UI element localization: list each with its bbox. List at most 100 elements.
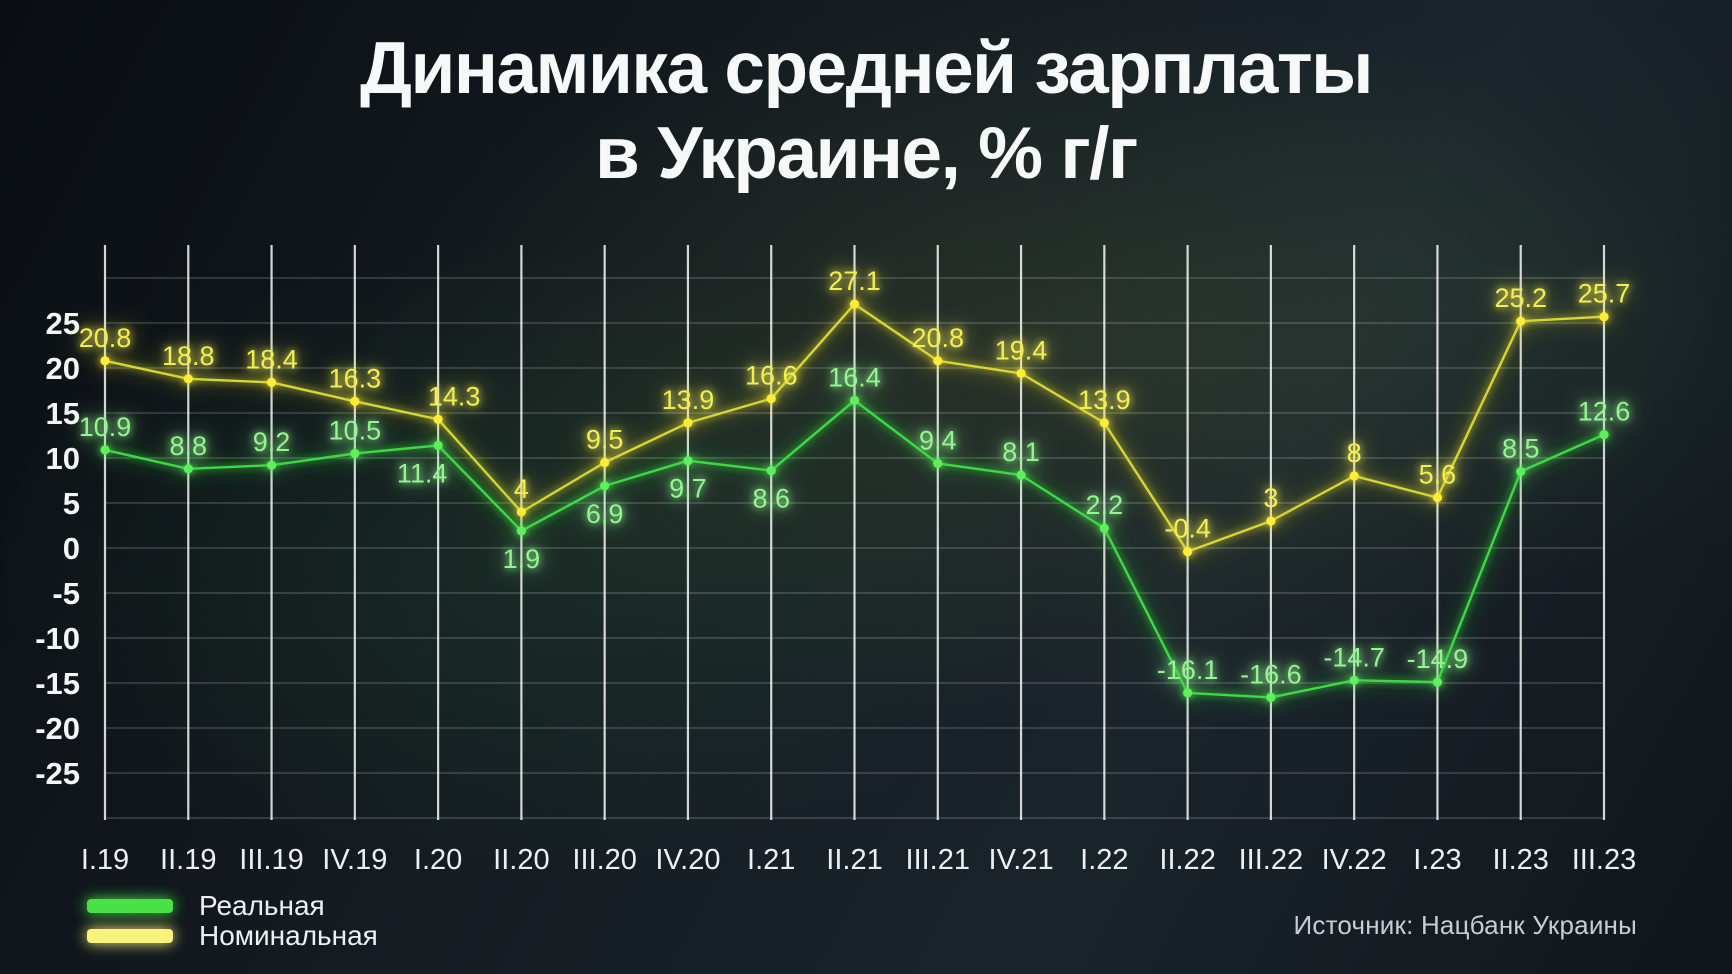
data-label: 9.4: [919, 425, 957, 455]
data-label: -16.1: [1157, 655, 1219, 685]
x-tick-label: I.20: [414, 844, 462, 876]
data-label: 27.1: [828, 266, 881, 296]
x-tick-label: III.20: [572, 844, 637, 876]
data-point: [1183, 688, 1193, 698]
data-point: [183, 464, 193, 474]
x-tick-label: I.19: [81, 844, 129, 876]
chart-title-line1: Динамика средней зарплаты: [359, 28, 1374, 109]
data-label: 16.6: [745, 361, 798, 391]
data-label: 5.6: [1419, 460, 1457, 490]
x-tick-label: III.23: [1572, 844, 1637, 876]
source-note: Источник: Нацбанк Украины: [1293, 910, 1637, 940]
chart-title: Динамика средней зарплаты в Украине, % г…: [0, 26, 1732, 197]
data-point: [266, 460, 277, 470]
data-label: 9.7: [669, 474, 707, 504]
data-label: 10.9: [79, 412, 132, 442]
data-point: [1349, 471, 1359, 481]
y-tick-label: 5: [63, 486, 80, 521]
x-tick-label: I.23: [1413, 844, 1461, 876]
x-tick-label: IV.20: [655, 844, 720, 876]
data-point: [683, 456, 693, 466]
y-tick-label: -10: [35, 621, 80, 656]
data-point: [1599, 430, 1609, 440]
legend-swatch-nominal-icon: [87, 929, 173, 943]
y-tick-label: 20: [46, 351, 80, 386]
data-label: 25.7: [1578, 279, 1631, 309]
data-label: 6.9: [586, 499, 624, 529]
data-point: [600, 457, 610, 468]
x-tick-label: I.22: [1080, 844, 1128, 876]
x-tick-label: I.21: [747, 844, 795, 876]
grid-vertical: [103, 245, 1606, 820]
x-tick-label: III.19: [239, 844, 304, 876]
data-label: 13.9: [1078, 385, 1131, 415]
data-point: [183, 374, 193, 384]
data-label: 14.3: [428, 381, 481, 411]
x-tick-label: II.21: [826, 844, 882, 876]
y-tick-label: -20: [35, 711, 80, 746]
data-point: [350, 448, 360, 459]
data-point: [933, 458, 943, 468]
data-point: [266, 377, 277, 387]
series-nominal: 20.8 18.8 18.4 16.3 14.3 4 9.5 13.9 16.6 27.1 20.8…: [79, 266, 1631, 557]
data-point: [433, 414, 443, 424]
legend-label-real: Реальная: [199, 890, 325, 921]
data-point: [100, 445, 110, 455]
data-label: 8.8: [170, 431, 208, 461]
x-tick-label: II.19: [160, 844, 216, 876]
data-label: 2.2: [1086, 490, 1124, 520]
y-tick-label: 0: [63, 531, 80, 566]
chart-legend: Реальная Номинальная: [87, 890, 378, 951]
y-tick-label: -5: [52, 576, 80, 611]
data-label: 20.8: [911, 323, 964, 353]
data-label: 8.1: [1002, 437, 1040, 467]
legend-item-nominal: Номинальная: [87, 920, 378, 951]
data-label: -14.7: [1323, 642, 1385, 672]
data-label: 11.4: [397, 458, 448, 488]
data-point: [1349, 675, 1359, 685]
x-tick-label: III.22: [1239, 844, 1304, 876]
data-label: 8.6: [752, 484, 790, 514]
data-label: 18.4: [245, 344, 298, 374]
data-point: [849, 395, 860, 405]
data-point: [1516, 466, 1526, 477]
y-tick-label: -25: [35, 756, 80, 791]
data-point: [516, 507, 526, 517]
y-tick-label: 15: [46, 396, 80, 431]
data-label: 10.5: [329, 416, 382, 446]
data-point: [1432, 677, 1443, 687]
data-label: 18.8: [162, 341, 215, 371]
data-label: 9.2: [253, 427, 291, 457]
data-point: [1599, 312, 1609, 322]
x-tick-label: II.20: [493, 844, 549, 876]
data-point: [433, 440, 443, 450]
data-point: [1099, 418, 1109, 428]
data-label: 8.5: [1502, 434, 1540, 464]
data-point: [100, 356, 110, 366]
data-point: [1266, 692, 1276, 703]
data-label: 13.9: [662, 385, 715, 415]
data-point: [516, 526, 526, 536]
legend-item-real: Реальная: [87, 890, 378, 921]
data-point: [849, 299, 860, 309]
data-point: [350, 396, 360, 406]
data-point: [683, 418, 693, 428]
data-point: [933, 356, 943, 366]
data-label: 25.2: [1494, 283, 1547, 313]
data-point: [1016, 368, 1026, 378]
x-tick-label: IV.22: [1322, 844, 1387, 876]
y-tick-label: 10: [46, 441, 80, 476]
x-axis-labels: I.19 II.19 III.19 IV.19 I.20 II.20 III.20 IV.20…: [81, 844, 1636, 876]
y-tick-label: -15: [35, 666, 80, 701]
data-label: 1.9: [503, 544, 541, 574]
data-point: [1183, 547, 1193, 557]
data-label: 8: [1347, 438, 1362, 468]
legend-swatch-real-icon: [87, 899, 173, 913]
x-tick-label: IV.21: [989, 844, 1054, 876]
data-point: [600, 481, 610, 491]
data-label: 9.5: [586, 425, 624, 455]
x-tick-label: III.21: [906, 844, 971, 876]
data-point: [1266, 516, 1276, 526]
data-label: 12.6: [1578, 397, 1631, 427]
